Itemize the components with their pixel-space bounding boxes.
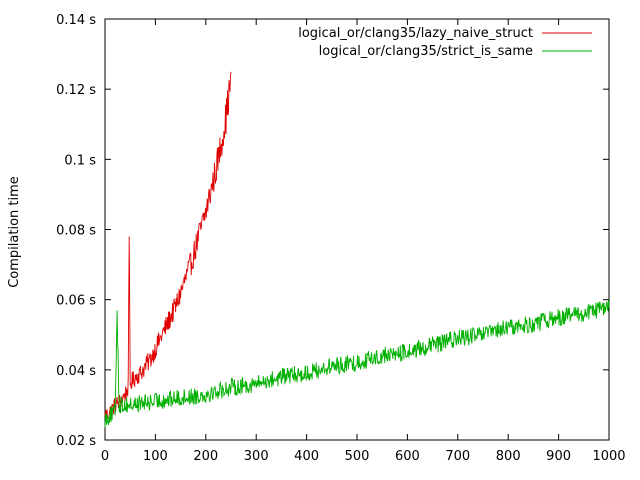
y-tick-label: 0.04 s	[56, 364, 96, 379]
x-tick-label: 800	[496, 449, 521, 464]
x-tick-label: 700	[445, 449, 470, 464]
x-tick-label: 200	[193, 449, 218, 464]
series-line-lazy-naive-struct	[104, 71, 232, 420]
x-tick-label: 900	[546, 449, 571, 464]
x-tick-label: 300	[244, 449, 269, 464]
y-axis-title: Compilation time	[7, 176, 22, 288]
x-tick-label: 0	[101, 449, 109, 464]
y-tick-label: 0.02 s	[56, 434, 96, 449]
x-tick-label: 1000	[592, 449, 625, 464]
x-tick-label: 400	[294, 449, 319, 464]
y-tick-label: 0.12 s	[56, 83, 96, 98]
series-layer	[104, 71, 610, 428]
x-tick-label: 600	[395, 449, 420, 464]
plot-frame	[104, 18, 610, 441]
legend-label-lazy-naive-struct: logical_or/clang35/lazy_naive_struct	[298, 26, 533, 41]
y-tick-label: 0.06 s	[56, 294, 96, 309]
series-line-strict-is-same	[104, 299, 610, 428]
x-tick-label: 100	[143, 449, 168, 464]
x-tick-label: 500	[345, 449, 370, 464]
legend-label-strict-is-same: logical_or/clang35/strict_is_same	[319, 44, 533, 59]
y-tick-label: 0.1 s	[64, 153, 96, 168]
legend: logical_or/clang35/lazy_naive_struct log…	[298, 26, 592, 59]
ticks-layer: 0 100 200 300 400 500 600 700 800 900 1000 0.02 s 0.…	[56, 13, 625, 464]
y-tick-label: 0.08 s	[56, 224, 96, 239]
y-tick-label: 0.14 s	[56, 13, 96, 28]
